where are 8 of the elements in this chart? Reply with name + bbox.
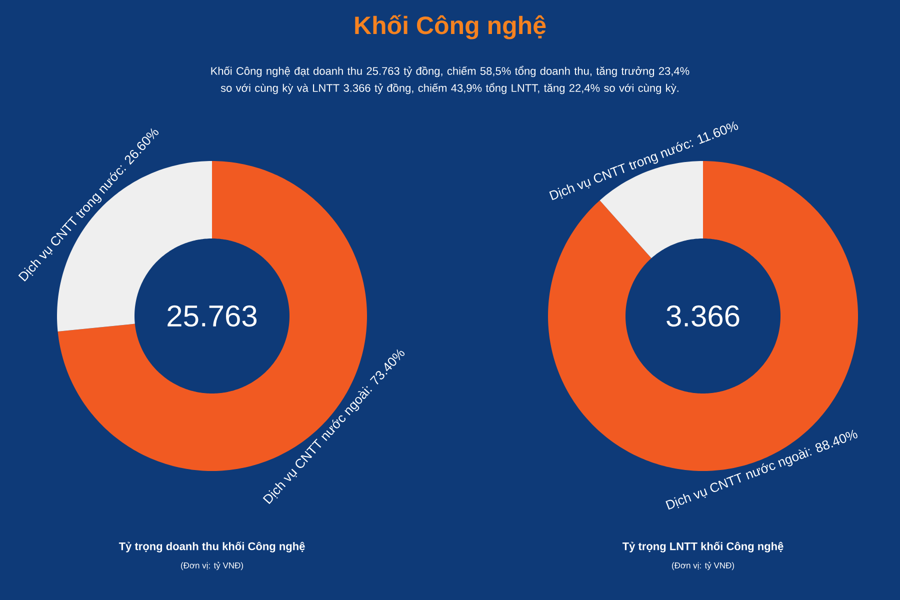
text: 3.366 — [666, 305, 740, 327]
text: Tỷ trọng doanh thu khối Công nghệ — [118, 542, 305, 552]
text: Tỷ trọng LNTT khối Công nghệ — [622, 542, 784, 552]
text: (Đơn vị: tỷ VNĐ) — [181, 562, 243, 570]
text: 25.763 — [168, 305, 257, 327]
text: (Đơn vị: tỷ VNĐ) — [672, 562, 734, 570]
text: Khối Công nghệ đạt doanh thu 25.763 tỷ đồng, chiếm 58,5% tổng doanh thu, tăng trưởng 23,4% so với cùng kỳ và LNTT 3.366 tỷ đồng, chiếm 43,9% tổng LNTT, tăng 22,4% so với cùng kỳ. — [211, 66, 690, 94]
chart-title: Khối Công nghệ — [355, 14, 546, 40]
